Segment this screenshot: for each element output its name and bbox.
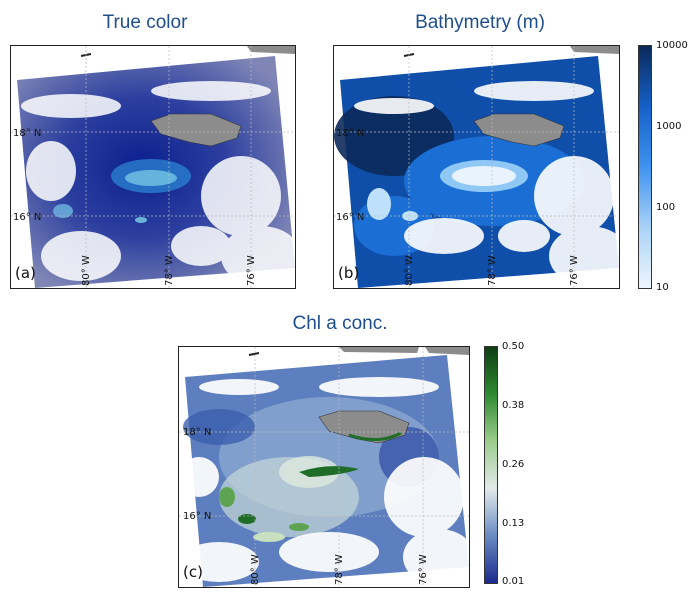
lon-label-78w: 78° W xyxy=(487,255,498,286)
lat-label-18n: 18° N xyxy=(13,128,42,139)
lon-label-78w: 78° W xyxy=(164,255,175,286)
lat-label-18n: 18° N xyxy=(336,128,365,139)
cbar-b-tick-3: 10 xyxy=(656,282,669,293)
lon-label-80w: 80° W xyxy=(81,255,92,286)
lon-label-76w: 76° W xyxy=(246,255,257,286)
cbar-b-tick-2: 100 xyxy=(656,202,676,213)
lon-label-80w: 80° W xyxy=(404,255,415,286)
jamaica-landmass xyxy=(473,113,565,147)
cbar-c-tick-4: 0.01 xyxy=(502,576,525,587)
lon-label-76w: 76° W xyxy=(418,554,429,585)
cbar-b-tick-0: 10000 xyxy=(656,40,688,51)
jamaica-landmass xyxy=(318,410,410,444)
chl-colorbar xyxy=(484,346,498,584)
lat-label-16n: 16° N xyxy=(336,212,365,223)
graticule xyxy=(334,46,619,288)
cbar-c-tick-2: 0.26 xyxy=(502,459,525,470)
map-true-color: 18° N 16° N 80° W 78° W 76° W (a) xyxy=(10,45,296,289)
panel-a-tag: (a) xyxy=(15,264,36,282)
panel-a-title: True color xyxy=(102,12,188,33)
cbar-b-tick-1: 1000 xyxy=(656,121,682,132)
graticule xyxy=(11,46,295,288)
map-bathymetry: 18° N 16° N 80° W 78° W 76° W (b) xyxy=(333,45,620,289)
lon-label-78w: 78° W xyxy=(334,554,345,585)
map-chl-concentration: 18° N 16° N 80° W 78° W 76° W (c) xyxy=(178,346,470,588)
graticule xyxy=(179,347,469,587)
true-color-image xyxy=(11,46,295,288)
bathymetry-colorbar xyxy=(638,45,652,289)
chl-bloom xyxy=(299,466,359,477)
chl-image xyxy=(179,347,469,587)
panel-b-title: Bathymetry (m) xyxy=(415,12,545,33)
lat-label-16n: 16° N xyxy=(183,511,212,522)
lon-label-80w: 80° W xyxy=(250,554,261,585)
clouds xyxy=(179,377,469,585)
panel-b-tag: (b) xyxy=(338,264,360,282)
cbar-c-tick-0: 0.50 xyxy=(502,341,525,352)
cbar-c-tick-1: 0.38 xyxy=(502,400,525,411)
bathymetry-image xyxy=(334,46,619,288)
lon-label-76w: 76° W xyxy=(569,255,580,286)
jamaica-landmass xyxy=(150,113,242,147)
lat-label-16n: 16° N xyxy=(13,212,42,223)
panel-c-title: Chl a conc. xyxy=(292,313,388,334)
cbar-c-tick-3: 0.13 xyxy=(502,518,525,529)
panel-c-tag: (c) xyxy=(183,563,203,581)
lat-label-18n: 18° N xyxy=(183,427,212,438)
